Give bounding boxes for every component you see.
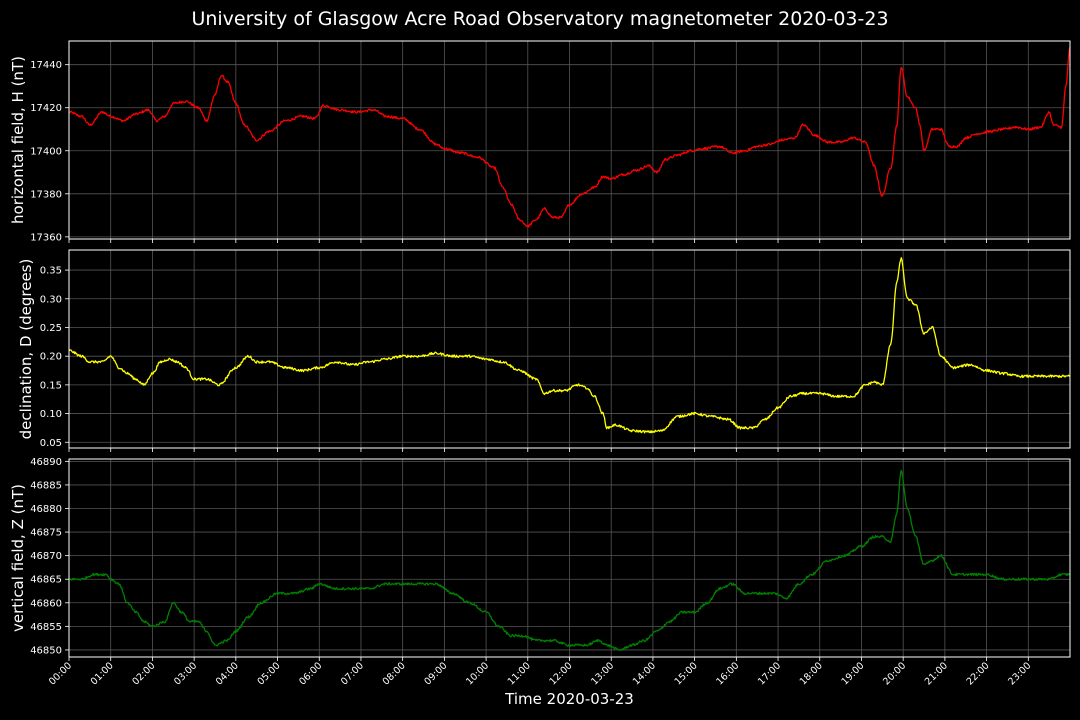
x-tick-label: 01:00: [89, 660, 116, 687]
x-tick-label: 12:00: [547, 660, 574, 687]
x-tick-label: 10:00: [464, 660, 491, 687]
y-tick-label: 46875: [30, 528, 62, 539]
y-tick-label: 17400: [30, 146, 62, 157]
x-tick-label: 23:00: [1006, 660, 1033, 687]
plot-frame: [68, 40, 1071, 240]
x-tick-label: 16:00: [714, 660, 741, 687]
panel-vertical-field: 46850 46855 46860 46865 46870 46875 46880 46885…: [30, 457, 1071, 661]
y-tick-label: 46880: [30, 504, 62, 515]
y-axis-label-horizontal-field: horizontal field, H (nT): [9, 56, 27, 224]
panel-declination: 0.05 0.10 0.15 0.20 0.25 0.30 0.35: [40, 249, 1071, 452]
x-tick-label: 13:00: [589, 660, 616, 687]
y-tick-label: 0.10: [40, 409, 62, 420]
x-tick-label: 09:00: [422, 660, 449, 687]
y-tick-label: 46885: [30, 480, 62, 491]
x-tick-label: 11:00: [506, 660, 533, 687]
x-tick-label: 15:00: [673, 660, 700, 687]
x-tick-label: 08:00: [381, 660, 408, 687]
x-tick-label: 17:00: [756, 660, 783, 687]
y-tick-label: 0.05: [40, 438, 62, 449]
y-tick-label: 17360: [30, 232, 62, 243]
chart-title: University of Glasgow Acre Road Observat…: [191, 8, 889, 30]
x-tick-label: 19:00: [839, 660, 866, 687]
y-tick-label: 46850: [30, 645, 62, 656]
y-tick-label: 17440: [30, 60, 62, 71]
y-tick-label: 46865: [30, 575, 62, 586]
x-tick-label: 04:00: [214, 660, 241, 687]
y-tick-label: 0.30: [40, 294, 62, 305]
x-tick-label: 00:00: [47, 660, 74, 687]
plot-frame: [68, 249, 1071, 449]
x-tick-labels: 00:00 01:00 02:00 03:00 04:00 05:00 06:00 07:00…: [47, 660, 1033, 687]
series-line: [68, 257, 1071, 434]
y-tick-label: 0.20: [40, 352, 62, 363]
x-tick-label: 05:00: [256, 660, 283, 687]
y-tick-label: 46890: [30, 457, 62, 468]
series-line: [68, 469, 1071, 652]
x-axis-label: Time 2020-03-23: [505, 690, 634, 708]
y-tick-label: 46855: [30, 622, 62, 633]
series-line: [68, 46, 1071, 228]
x-tick-label: 18:00: [798, 660, 825, 687]
y-tick-label: 0.35: [40, 266, 62, 277]
y-tick-label: 17380: [30, 189, 62, 200]
x-tick-label: 22:00: [965, 660, 992, 687]
x-tick-label: 20:00: [881, 660, 908, 687]
panel-horizontal-field: 17360 17380 17400 17420 17440: [30, 40, 1071, 243]
y-axis-label-vertical-field: vertical field, Z (nT): [9, 483, 27, 633]
y-tick-label: 46860: [30, 598, 62, 609]
y-tick-label: 46870: [30, 551, 62, 562]
x-tick-label: 02:00: [130, 660, 157, 687]
x-tick-label: 03:00: [172, 660, 199, 687]
x-tick-label: 06:00: [297, 660, 324, 687]
x-tick-label: 14:00: [631, 660, 658, 687]
y-tick-label: 17420: [30, 103, 62, 114]
x-tick-label: 07:00: [339, 660, 366, 687]
x-tick-label: 21:00: [923, 660, 950, 687]
plot-frame: [68, 458, 1071, 658]
y-axis-label-declination: declination, D (degrees): [17, 258, 35, 440]
y-tick-label: 0.15: [40, 380, 62, 391]
y-tick-label: 0.25: [40, 323, 62, 334]
